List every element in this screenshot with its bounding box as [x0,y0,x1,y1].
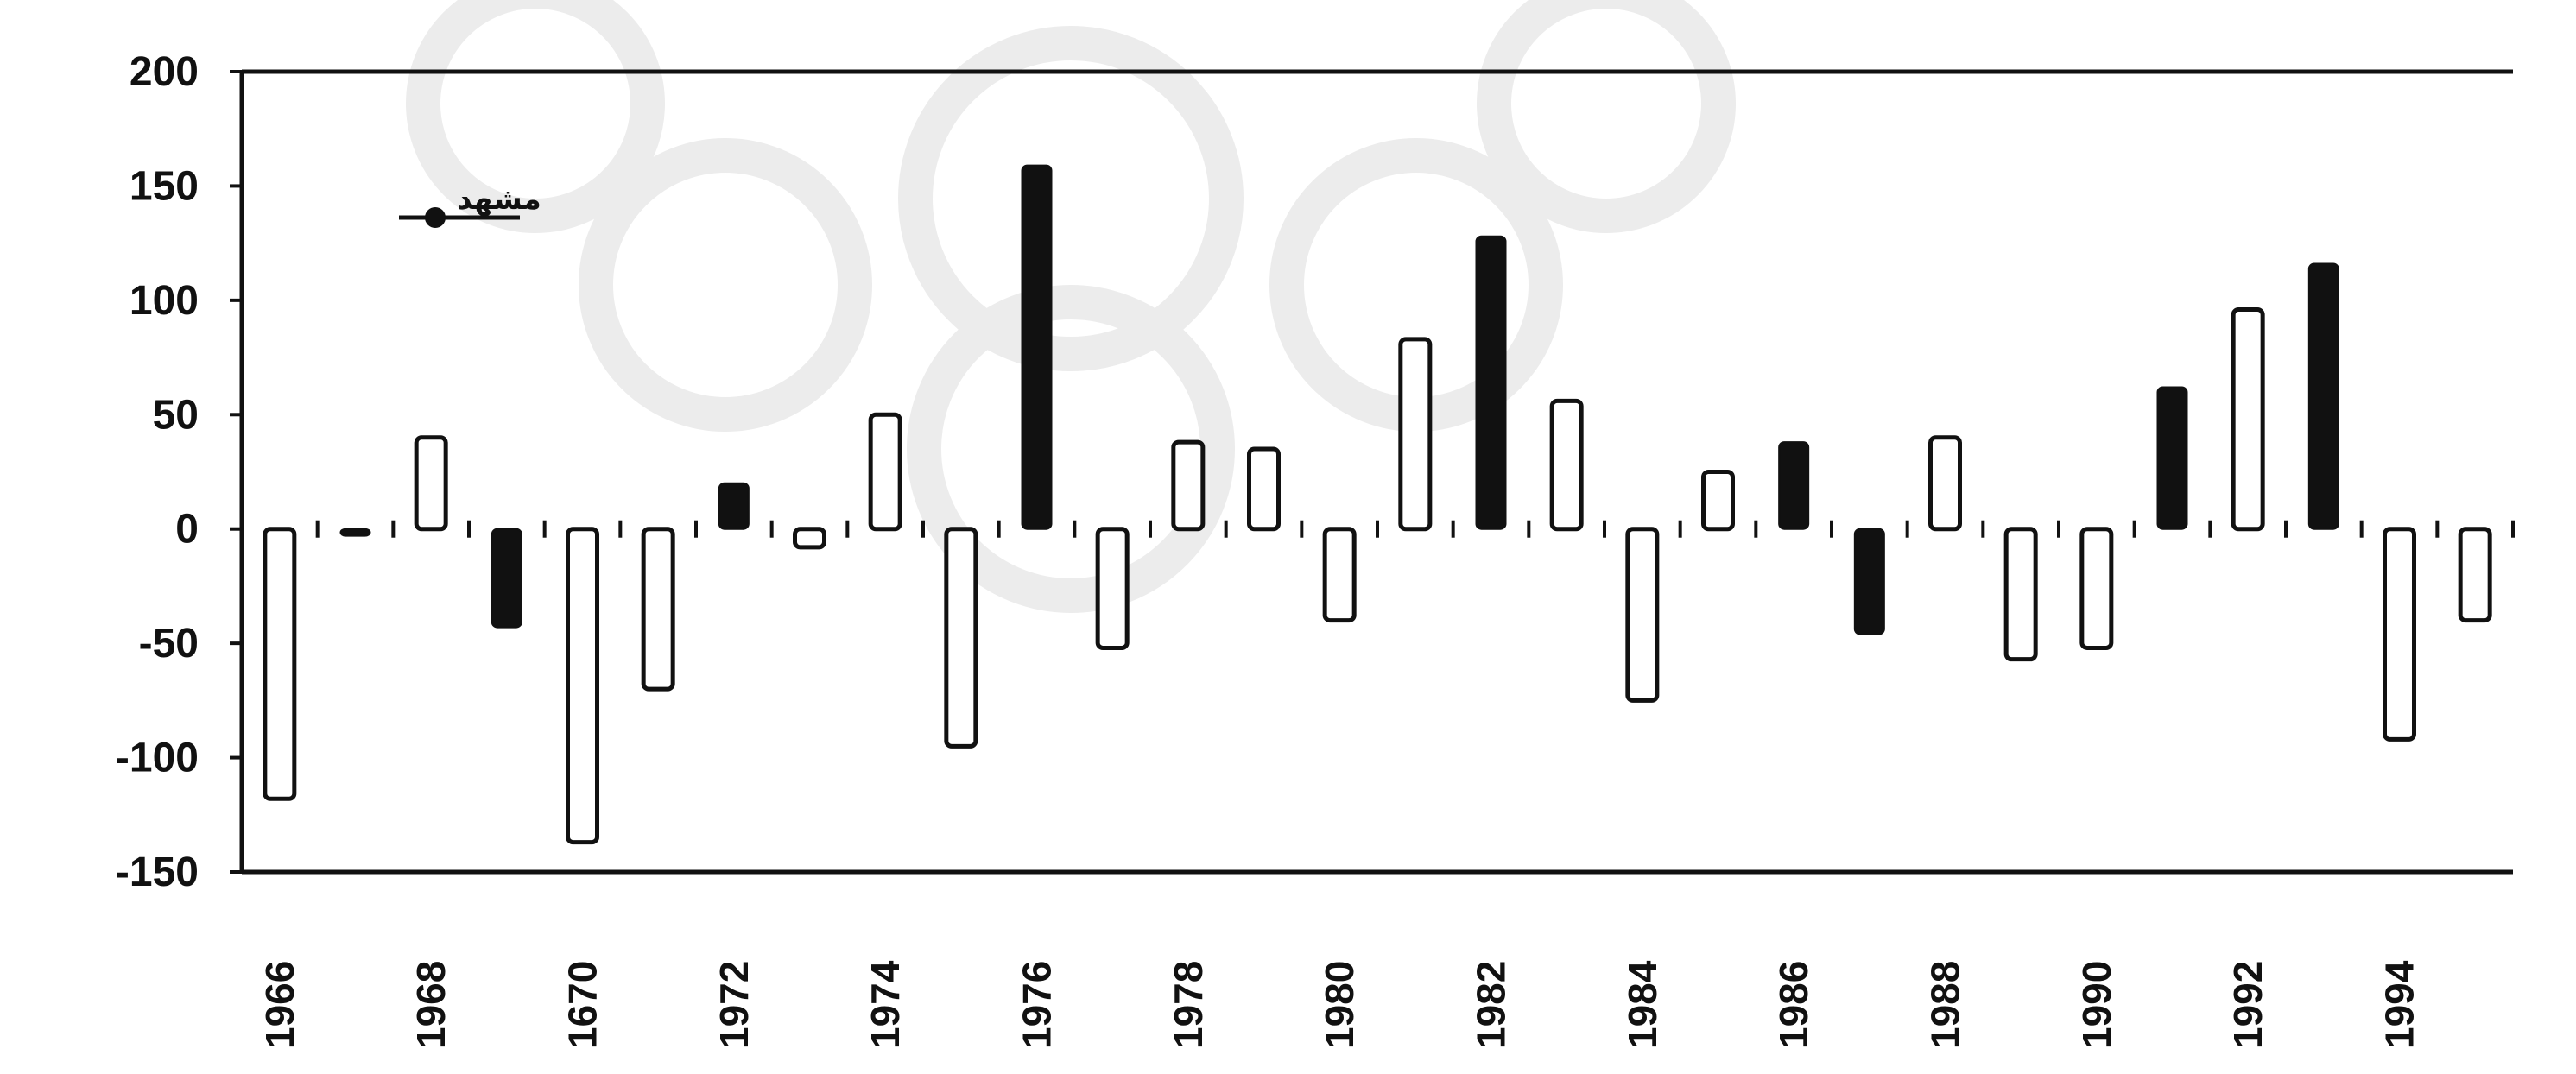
bar-1972 [718,482,750,530]
x-tick-label: 1670 [560,961,605,1049]
y-tick-label: 150 [130,163,199,209]
bar-1994 [2383,527,2416,742]
bar-1989 [2003,527,2038,662]
bar-1969 [491,528,522,629]
bar-1977 [1095,527,1130,650]
bar-1991 [2156,386,2188,530]
bar-1975 [944,527,978,749]
legend-label: مشهد [457,182,541,217]
y-tick-label: 100 [130,278,199,324]
bar-1978 [1171,439,1206,532]
bar-1987 [1853,528,1885,635]
x-tick-label: 1992 [2225,961,2270,1049]
bar-1983 [1549,398,1584,532]
bar-1986 [1778,441,1810,530]
bar-1967 [339,528,371,537]
y-tick-label: 200 [130,49,199,95]
x-tick-label: 1988 [1923,961,1968,1049]
legend: مشهد [399,182,541,228]
bar-1995 [2458,527,2492,623]
x-tick-label: 1986 [1771,961,1816,1049]
legend-marker-icon [425,207,446,228]
watermark-logo [406,0,1736,613]
bar-1973 [793,527,826,550]
x-tick-label: 1972 [712,961,756,1049]
x-tick-label: 1994 [2377,960,2422,1049]
x-tick-label: 1966 [257,961,302,1049]
bar-1985 [1701,470,1735,532]
x-tick-label: 1974 [863,960,908,1049]
x-tick-label: 1990 [2074,961,2119,1049]
bar-1970 [566,527,599,845]
x-tick-label: 1976 [1015,961,1060,1049]
y-tick-label: -150 [116,850,199,895]
bar-1988 [1928,435,1962,532]
bar-1982 [1475,235,1507,530]
axes [239,69,2513,875]
bar-1984 [1625,527,1660,703]
y-tick-label: -100 [116,736,199,781]
x-tick-label: 1984 [1620,960,1665,1049]
x-tick-label: 1978 [1166,961,1211,1049]
bar-1993 [2307,262,2339,530]
bar-1974 [868,412,902,532]
y-axis-ticks: 200 150 100 50 0 -50 -100 -150 [116,49,242,895]
y-tick-label: 0 [175,507,199,553]
x-tick-label: 1980 [1317,961,1362,1049]
bar-1966 [263,527,297,801]
bar-1990 [2079,527,2114,650]
bar-1968 [414,435,448,532]
bar-1979 [1247,446,1281,532]
x-tick-label: 1968 [408,961,453,1049]
bar-1976 [1021,164,1053,530]
y-tick-label: 50 [153,392,199,438]
bar-1971 [641,527,675,692]
bar-1980 [1322,527,1357,623]
bar-1992 [2231,306,2265,532]
plot-area [240,164,2515,845]
x-axis-ticks: 1966 1968 1670 1972 1974 1976 1978 1980 1982 1984… [257,960,2422,1049]
x-tick-label: 1982 [1469,961,1514,1049]
y-tick-label: -50 [139,621,199,667]
bar-1981 [1398,337,1433,532]
